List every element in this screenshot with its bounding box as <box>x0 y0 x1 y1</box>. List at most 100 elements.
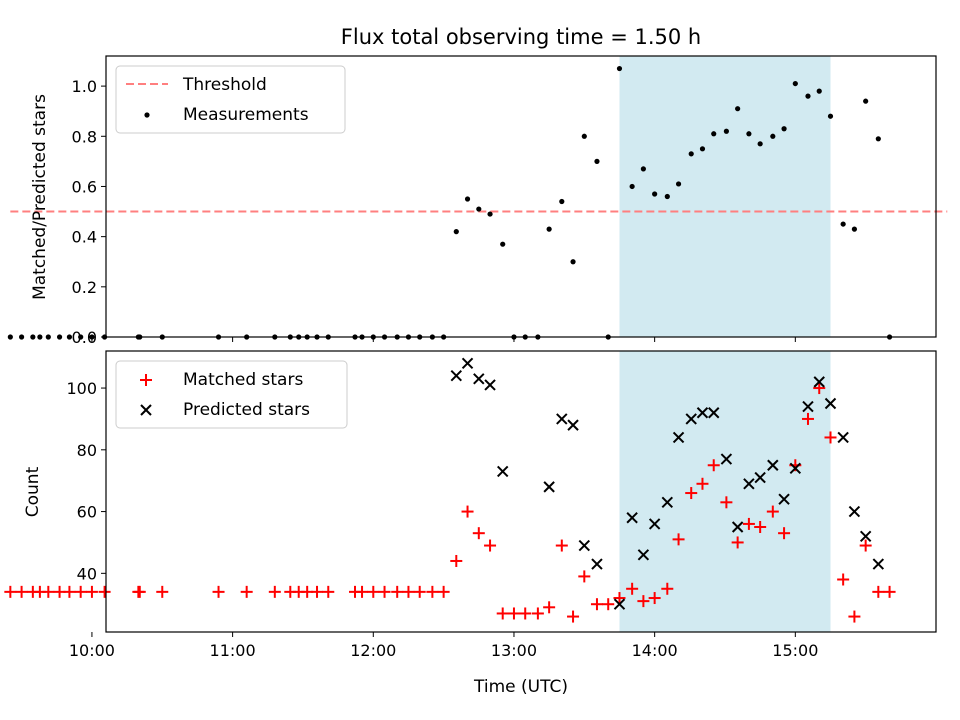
matched-star-point <box>42 585 55 598</box>
matched-star-point <box>555 539 568 552</box>
matched-star-point <box>731 536 744 549</box>
x-tick-label: 10:00 <box>69 641 115 660</box>
observing-window-span <box>619 56 831 337</box>
predicted-star-point <box>731 521 744 533</box>
predicted-star-point <box>824 397 837 410</box>
predicted-star-point <box>450 369 462 382</box>
matched-star-point <box>496 607 509 620</box>
measurement-point <box>757 141 763 147</box>
matched-star-point <box>413 585 426 598</box>
matched-star-point <box>15 585 28 598</box>
legend-threshold-label: Threshold <box>182 75 267 95</box>
measurement-point <box>581 133 587 139</box>
measurement-point <box>875 136 881 142</box>
measurement-point <box>559 198 565 205</box>
ratio-panel: 0.0 0.2 0.4 0.6 0.8 1.0 Matched/Predicted sta… <box>7 55 948 347</box>
measurement-point <box>735 106 741 112</box>
predicted-star-point <box>613 598 626 610</box>
predicted-star-point <box>567 419 579 431</box>
matched-star-point <box>450 554 463 567</box>
predicted-star-point <box>848 505 861 518</box>
matched-star-point <box>754 521 767 534</box>
predicted-star-point <box>837 431 849 444</box>
matched-star-point <box>461 505 474 518</box>
predicted-star-point <box>484 379 496 391</box>
matched-star-point <box>672 533 685 546</box>
predicted-star-point <box>778 493 790 505</box>
measurement-point <box>805 93 811 99</box>
predicted-star-point <box>696 407 709 419</box>
x-axis-label: Time (UTC) <box>473 677 568 697</box>
measurement-point <box>616 65 623 72</box>
matched-star-point <box>426 585 439 598</box>
matched-star-point <box>367 585 380 598</box>
x-tick-label: 13:00 <box>491 641 537 660</box>
y-tick-label: 0.6 <box>72 177 97 196</box>
measurement-point <box>711 131 717 137</box>
measurement-point <box>18 334 25 340</box>
predicted-star-point <box>648 518 661 530</box>
predicted-star-point <box>685 413 697 425</box>
measurement-point <box>500 241 506 247</box>
predicted-star-point <box>637 549 650 561</box>
measurement-point <box>863 98 869 104</box>
measurement-point <box>629 183 635 190</box>
matched-star-point <box>240 585 253 598</box>
y-tick-label: 0.0 <box>72 328 97 347</box>
predicted-star-point <box>461 357 474 370</box>
predicted-star-point <box>720 453 733 465</box>
measurement-point <box>699 146 706 152</box>
measurement-point <box>640 166 646 172</box>
predicted-star-point <box>578 539 591 552</box>
measurement-point <box>594 158 600 164</box>
matched-star-point <box>391 585 404 598</box>
matched-star-point <box>133 585 146 598</box>
predicted-star-point <box>802 400 814 413</box>
y-tick-label: 60 <box>77 503 97 522</box>
measurement-point <box>723 128 729 134</box>
matched-star-point <box>311 585 324 598</box>
matched-star-point <box>613 592 626 605</box>
matched-star-point <box>685 487 698 500</box>
predicted-star-point <box>556 413 568 425</box>
matched-star-point <box>63 585 76 598</box>
matched-star-point <box>602 598 615 611</box>
matched-star-point <box>720 496 733 509</box>
matched-star-point <box>766 505 779 518</box>
measurement-point <box>570 259 576 265</box>
x-tick-label: 11:00 <box>210 641 256 660</box>
matched-star-point <box>472 527 485 540</box>
matched-star-point <box>848 610 861 623</box>
matched-star-point <box>507 607 520 620</box>
matched-star-point <box>322 585 335 598</box>
legend-predicted-swatch <box>140 404 152 416</box>
measurement-point <box>746 131 752 137</box>
matched-star-point <box>268 585 281 598</box>
matched-star-point <box>837 573 850 586</box>
measurement-point <box>827 113 834 119</box>
matched-star-point <box>637 595 650 608</box>
predicted-star-point <box>626 512 638 524</box>
predicted-star-point <box>813 376 825 388</box>
predicted-star-point <box>661 496 674 509</box>
ratio-legend: Threshold Measurements <box>115 65 346 134</box>
measurement-point <box>816 88 822 94</box>
legend-matched-swatch <box>140 374 152 386</box>
matched-star-point <box>696 477 709 490</box>
matched-star-point <box>778 527 791 540</box>
predicted-star-point <box>743 478 755 490</box>
y-tick-label: 0.4 <box>72 228 97 247</box>
matched-star-point <box>212 585 225 598</box>
matched-star-point <box>567 610 580 623</box>
measurement-point <box>675 181 682 187</box>
x-tick-label: 15:00 <box>772 641 818 660</box>
matched-star-point <box>4 585 17 598</box>
matched-star-point <box>626 582 639 595</box>
measurement-point <box>66 334 73 340</box>
y-tick-label: 1.0 <box>72 77 97 96</box>
ratio-y-axis-label: Matched/Predicted stars <box>30 94 50 300</box>
measurement-point <box>45 334 51 340</box>
measurement-point <box>30 334 36 340</box>
chart-title: Flux total observing time = 1.50 h <box>341 25 701 49</box>
